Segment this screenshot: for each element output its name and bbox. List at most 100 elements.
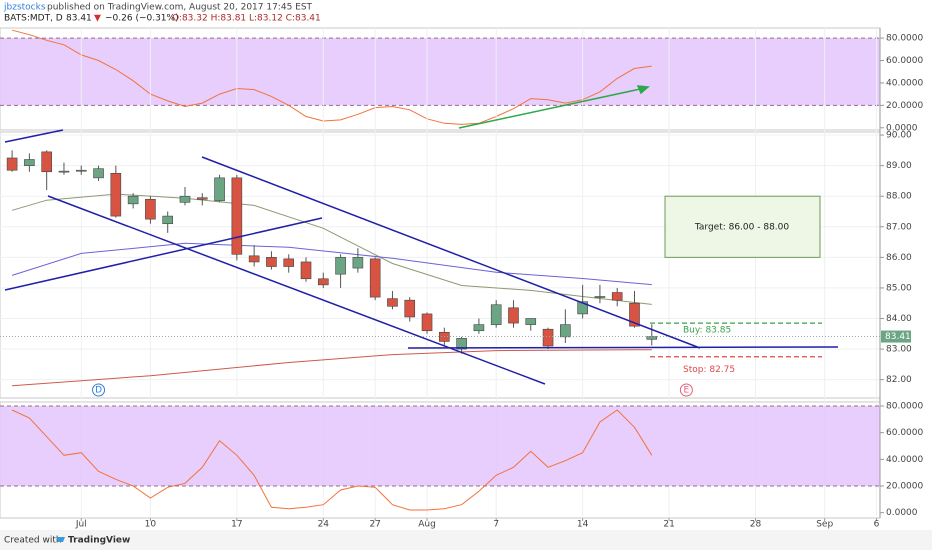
y-tick-label: 60.0000 [886,428,923,438]
y-tick-label: 0.0000 [886,508,918,518]
x-tick-label: Sep [816,520,833,530]
trend-line [4,129,64,143]
candle-body [231,177,243,255]
y-tick-label: 88.00 [886,192,912,202]
trend-line [4,217,323,291]
moving-average [12,349,652,387]
candle-body [490,304,502,325]
y-tick-label: 80.0000 [886,34,923,44]
arrow-line [458,87,646,129]
oscillator-line [11,409,653,511]
candle-body [560,324,571,338]
candle-body [41,151,52,173]
band [0,406,880,486]
candle-body [335,257,346,275]
candle-body [508,307,519,324]
x-tick-label: 14 [577,520,589,530]
candle-body [196,197,208,200]
last: 83.41 [66,14,92,24]
candle-body [611,292,623,301]
x-tick-label: 27 [369,520,380,530]
logo [56,537,65,542]
candle-body [110,172,122,217]
target-box [664,195,821,258]
candle-body [300,261,312,280]
candle-body [127,195,139,205]
candle-body [525,318,537,325]
y-tick-label: 83.00 [886,345,912,355]
candle-body [421,313,433,332]
band [0,38,880,106]
y-tick-label: 87.00 [886,222,912,232]
y-tick-label: 20.0000 [886,101,923,111]
y-tick-label: 80.0000 [886,402,923,412]
level-label: Buy: 83.85 [683,326,731,336]
candle-body [179,195,191,203]
moving-average [11,193,652,305]
y-tick-label: 90.00 [886,131,912,141]
candle-body [58,170,70,173]
event-marker [679,383,693,397]
candle-body [283,258,295,267]
ohlc: O:83.32 H:83.81 L:83.12 C:83.41 [172,14,321,24]
candle-body [456,338,467,350]
y-tick-label: 20.0000 [886,482,923,492]
arrow-head [636,85,650,95]
footer-bar [0,530,932,550]
plot-area: 80.000060.000040.000020.00000.000090.008… [0,27,923,530]
y-tick-label: 82.00 [886,375,912,385]
y-tick-label: 89.00 [886,161,912,171]
x-tick-label: 28 [750,520,762,530]
x-tick-label: 17 [231,520,242,530]
published: published on TradingView.com, August 20,… [47,3,313,13]
oscillator-line [11,29,652,125]
footer-brand[interactable]: TradingView [68,536,130,546]
candle-body [145,198,156,220]
event-label: E [684,386,690,396]
arrow: ▼ [94,14,101,24]
x-tick-label: 21 [663,520,674,530]
target-label: Target: 86.00 - 88.00 [694,222,790,232]
candle-body [369,258,381,298]
change: −0.26 (−0.31%) [105,14,179,24]
candle-body [162,215,174,225]
level-label: Stop: 82.75 [683,365,735,375]
y-tick-label: 85.00 [886,283,912,293]
candle-body [387,298,398,307]
y-tick-label: 86.00 [886,253,912,263]
candle-body [404,299,416,318]
candle-body [542,328,554,347]
candle-body [594,296,606,298]
candle-body [93,168,104,179]
y-tick-label: 40.0000 [886,455,923,465]
y-tick-label: 60.0000 [886,56,923,66]
trend-line [407,346,839,349]
candle-body [248,255,260,263]
price-tag [881,330,911,343]
x-tick-label: Jul [75,520,87,530]
x-tick-label: 24 [318,520,330,530]
candle-body [577,301,588,315]
candle-body [6,157,18,171]
x-tick-label: 6 [874,520,880,530]
candle-body [352,257,364,269]
symbol: BATS:MDT, D [4,14,63,24]
candle-body [214,177,225,202]
candle-body [473,324,485,332]
y-tick-label: 84.00 [886,314,912,324]
event-label: D [95,386,102,396]
y-tick-label: 0.0000 [886,123,918,133]
trend-line [47,195,546,385]
footer-created: Created with [4,536,62,546]
price-tag-label: 83.41 [885,332,911,342]
candle-body [24,159,35,166]
event-marker [92,383,106,397]
moving-average [11,242,652,286]
trend-line [201,156,701,349]
x-tick-label: Aug [418,520,436,530]
author[interactable]: jbzstocks [3,3,46,13]
x-tick-label: 7 [493,520,499,530]
candle-body [266,257,277,267]
y-tick-label: 40.0000 [886,78,923,88]
